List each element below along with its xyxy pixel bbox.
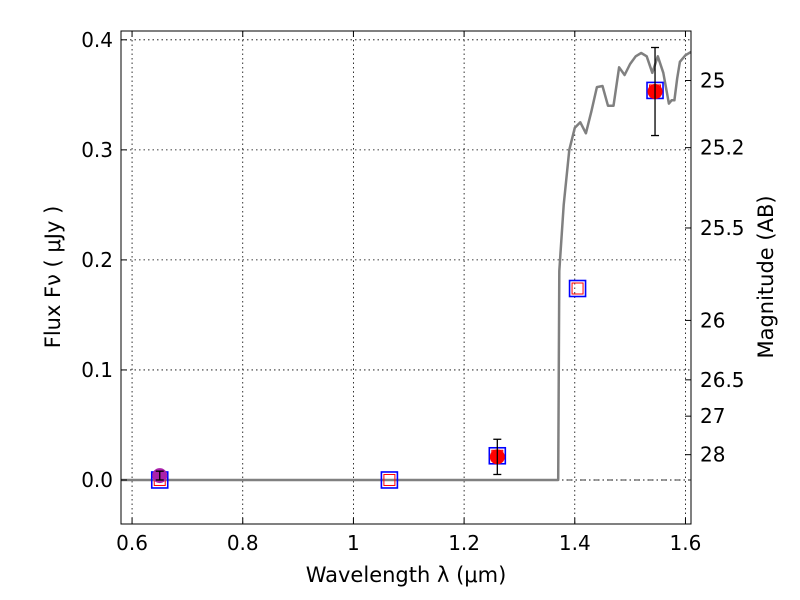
y2-tick-label: 27 [700, 404, 725, 428]
x-tick-label: 1.6 [670, 531, 702, 555]
model-flux-square [380, 471, 399, 489]
x-axis-title: Wavelength λ (μm) [306, 563, 507, 587]
y-axis-title: Flux Fν ( μJy ) [41, 206, 65, 349]
y2-tick-label: 26 [700, 308, 725, 332]
y2-tick-label: 26.5 [700, 368, 745, 392]
x-tick-label: 1.4 [559, 531, 591, 555]
model-spectrum-line [121, 50, 692, 482]
model-flux-square-inner [383, 473, 396, 486]
model-flux-square [568, 279, 587, 298]
y2-tick-label: 25.5 [700, 216, 745, 240]
y-tick-label: 0.4 [81, 28, 113, 52]
model-flux-square-inner [571, 282, 584, 295]
y2-tick-label: 28 [700, 443, 725, 467]
y-tick-label: 0.2 [81, 248, 113, 272]
x-tick-label: 1 [347, 531, 360, 555]
y2-axis-title: Magnitude (AB) [754, 195, 778, 358]
x-tick-label: 1.2 [448, 531, 480, 555]
y-tick-label: 0.3 [81, 138, 113, 162]
y-tick-label: 0.1 [81, 358, 113, 382]
plot-area [121, 46, 692, 489]
plot-frame [120, 30, 692, 525]
x-tick-label: 0.8 [227, 531, 259, 555]
y2-tick-label: 25 [700, 69, 725, 93]
y2-tick-label: 25.2 [700, 136, 745, 160]
x-tick-label: 0.6 [116, 531, 148, 555]
axes: 0.6 0.8 1 1.2 1.4 1.6 0.0 0.1 0.2 0.3 0.4 25 25.2 25.… [81, 28, 744, 555]
y-tick-label: 0.0 [81, 468, 113, 492]
